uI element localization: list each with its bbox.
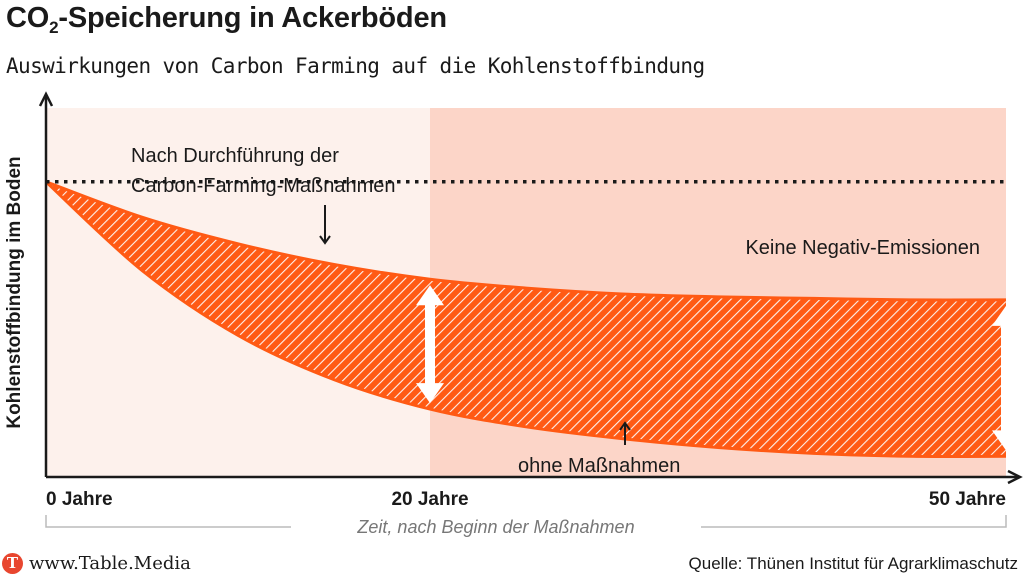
annotation-with-measures: Nach Durchführung der	[131, 145, 339, 167]
chart-subtitle: Auswirkungen von Carbon Farming auf die …	[6, 54, 705, 78]
x-tick-label: 20 Jahre	[391, 489, 468, 510]
y-axis-label: Kohlenstoffbindung im Boden	[4, 156, 25, 428]
x-axis-label-backdrop	[291, 518, 701, 536]
x-axis-label: Zeit, nach Beginn der Maßnahmen	[356, 517, 634, 537]
pointer-lower-head-icon	[619, 421, 631, 431]
y-axis-arrow-icon	[38, 91, 54, 107]
pointer-upper-head-icon	[319, 235, 331, 245]
annotation-with-measures: Carbon-Farming-Maßnahmen	[131, 175, 396, 197]
annotation-without-measures: ohne Maßnahmen	[518, 455, 680, 477]
series-line-lower	[44, 180, 1007, 459]
table-media-logo-icon: T	[2, 552, 23, 574]
chart-title: CO2-Speicherung in Ackerböden	[6, 2, 447, 38]
title-subscript: 2	[49, 18, 59, 37]
annotation-no-negative-emissions: Keine Negativ-Emissionen	[745, 237, 980, 259]
x-tick-label: 0 Jahre	[46, 489, 113, 510]
difference-arrow-20-icon	[416, 285, 444, 404]
difference-arrow-50-icon	[992, 305, 1020, 451]
hatched-difference-area	[46, 181, 1006, 457]
source-note: Quelle: Thünen Institut für Agrarklimasc…	[688, 554, 1018, 573]
title-prefix: CO	[6, 2, 50, 34]
brand-link[interactable]: www.Table.Media	[29, 552, 191, 574]
title-suffix: -Speicherung in Ackerböden	[58, 2, 447, 34]
footer-brand[interactable]: T www.Table.Media	[2, 552, 191, 574]
x-tick-label: 50 Jahre	[929, 489, 1006, 510]
series-line-upper	[45, 180, 1007, 302]
x-axis-arrow-icon	[1007, 469, 1023, 485]
